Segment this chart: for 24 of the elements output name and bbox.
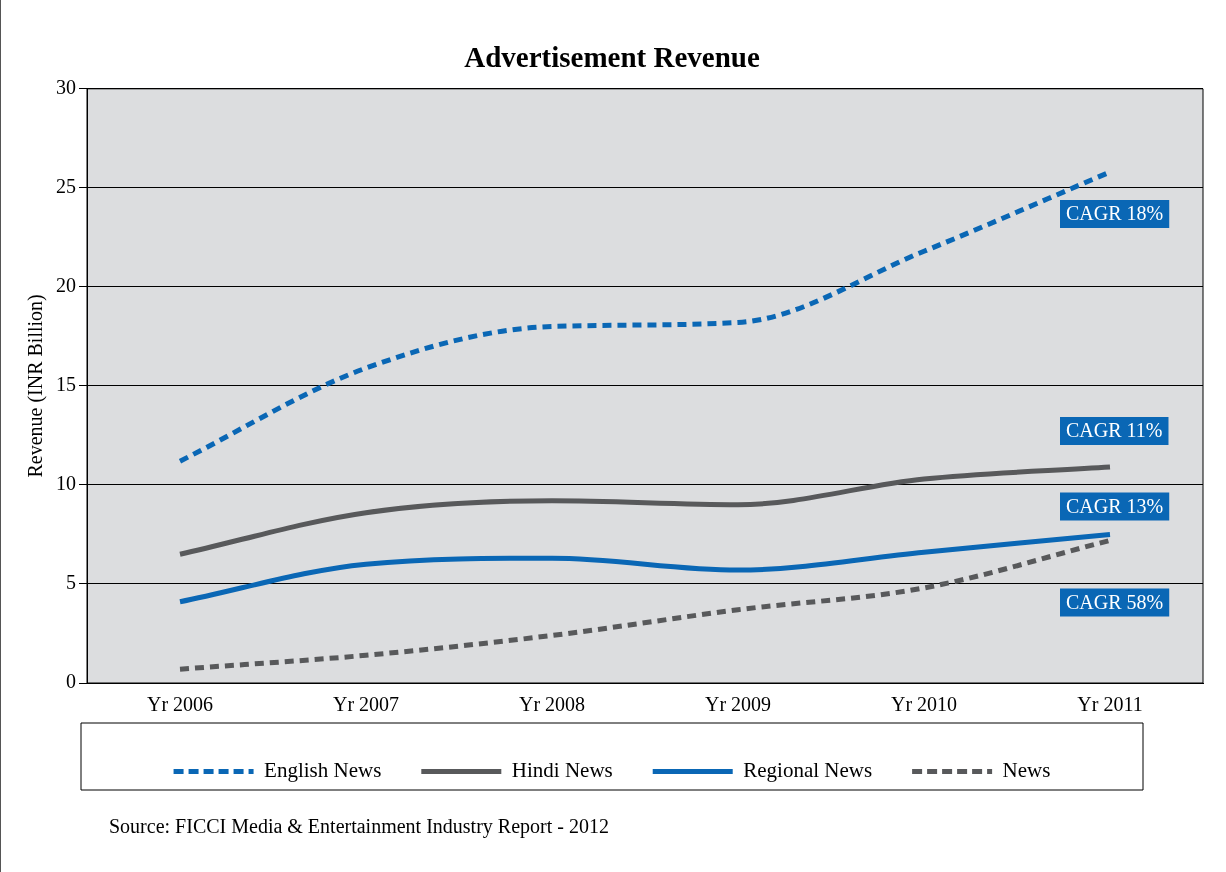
annotation: CAGR 11% [1066,419,1163,442]
y-tick-label: 0 [66,670,76,693]
y-tick-label: 10 [56,472,76,495]
source-note: Source: FICCI Media & Entertainment Industry Report - 2012 [109,815,609,839]
y-tick-label: 5 [66,571,76,594]
x-tick-label: Yr 2006 [146,693,214,716]
legend-label: English News [264,758,382,783]
x-tick-label: Yr 2007 [332,693,400,716]
x-tick-label: Yr 2009 [704,693,772,716]
legend-label: News [1002,758,1051,783]
x-tick-label: Yr 2008 [518,693,586,716]
y-tick-label: 20 [56,274,76,297]
x-tick-label: Yr 2011 [1077,693,1143,716]
annotation: CAGR 58% [1066,590,1164,613]
annotation: CAGR 18% [1066,202,1164,225]
y-tick-label: 15 [56,373,76,396]
chart-title: Advertisement Revenue [464,40,760,73]
y-tick-label: 30 [56,76,76,99]
x-tick-label: Yr 2010 [890,693,958,716]
y-axis-title: Revenue (INR Billion) [24,294,48,478]
y-tick-label: 25 [56,175,76,198]
legend-label: Regional News [743,758,873,783]
legend-label: Hindi News [511,758,613,783]
annotation: CAGR 13% [1066,494,1164,517]
